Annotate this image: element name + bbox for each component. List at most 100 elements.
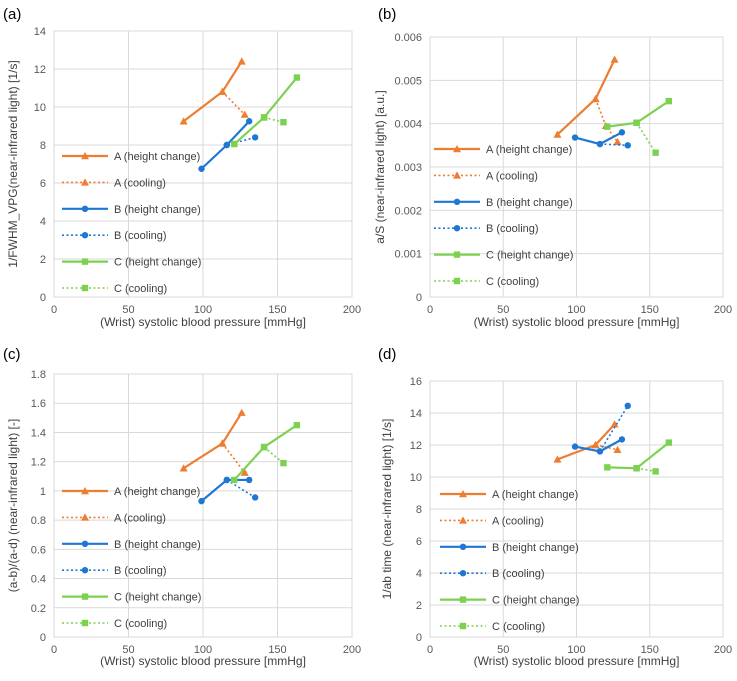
legend-entry: C (height change) [434, 250, 573, 262]
y-tick-label: 14 [34, 26, 46, 38]
data-point [237, 408, 246, 416]
legend-label: C (height change) [492, 595, 579, 607]
data-point [553, 455, 562, 463]
data-point [633, 465, 640, 472]
series-line [635, 122, 657, 154]
legend-marker [81, 619, 89, 627]
data-point [596, 448, 604, 455]
y-tick-label: 10 [410, 472, 422, 484]
legend-entry: A (height change) [62, 486, 200, 498]
y-axis-label: 1/ab time (near-infrared light) [1/s] [380, 419, 394, 600]
x-tick-label: 100 [194, 304, 212, 316]
legend-marker [81, 205, 89, 212]
series-line [636, 467, 656, 473]
y-tick-label: 0 [40, 632, 46, 644]
data-point [223, 476, 231, 484]
x-tick-label: 150 [268, 304, 286, 316]
x-tick-label: 0 [427, 644, 433, 656]
data-point [633, 119, 640, 126]
legend-label: B (height change) [114, 204, 201, 216]
legend-entry: C (height change) [440, 595, 579, 607]
data-point [237, 57, 246, 65]
x-tick-label: 100 [194, 644, 212, 656]
legend-entry: B (cooling) [434, 223, 539, 235]
series-c-cooling [633, 119, 659, 156]
y-tick-label: 8 [416, 504, 422, 516]
series-line [221, 91, 246, 116]
data-point [260, 443, 268, 451]
y-tick-label: 0.001 [394, 249, 422, 261]
data-point [280, 459, 287, 467]
series-line [263, 116, 284, 123]
data-point [596, 140, 604, 148]
data-point [293, 421, 301, 429]
legend-label: C (height change) [114, 592, 201, 604]
series-c-cooling [260, 443, 287, 467]
legend-entry: A (height change) [440, 489, 578, 501]
data-point [245, 476, 253, 484]
legend-label: C (height change) [114, 257, 201, 269]
legend-marker [81, 567, 89, 574]
y-tick-label: 0.002 [394, 205, 422, 217]
data-point [613, 137, 622, 146]
series-line [607, 441, 670, 470]
series-c-height-change [231, 421, 301, 484]
data-point [665, 97, 672, 105]
legend-label: A (height change) [114, 151, 200, 163]
legend-marker [459, 516, 467, 524]
y-tick-label: 0.6 [31, 544, 46, 556]
legend-entry: C (cooling) [62, 283, 167, 295]
legend-marker [459, 543, 467, 550]
legend-label: A (cooling) [114, 512, 166, 524]
legend-label: B (height change) [486, 197, 573, 209]
data-point [251, 134, 259, 141]
data-point [571, 134, 579, 141]
legend-marker [453, 198, 461, 205]
legend-marker [459, 596, 467, 603]
x-tick-label: 0 [51, 304, 57, 316]
data-point [604, 464, 611, 471]
legend-marker [459, 622, 467, 630]
y-tick-label: 4 [416, 568, 422, 580]
legend-entry: C (height change) [62, 592, 201, 604]
y-tick-label: 0 [416, 632, 422, 644]
data-point [218, 439, 227, 447]
panel-c: 0 0.2 0.4 0.6 0.8 1 1.2 1.4 1.6 1.8 0 50 100 150 200 (c… [3, 346, 361, 668]
legend-label: C (cooling) [486, 276, 539, 288]
legend-label: B (cooling) [114, 565, 167, 577]
series-a-cooling [591, 94, 622, 146]
series-line [182, 60, 243, 123]
legend-label: A (height change) [114, 486, 200, 498]
y-tick-label: 1.4 [31, 427, 46, 439]
legend-marker [81, 540, 89, 547]
data-point [553, 130, 562, 138]
data-point [179, 464, 188, 472]
y-tick-label: 10 [34, 102, 46, 114]
series-line [557, 423, 616, 461]
x-tick-label: 100 [567, 304, 585, 316]
data-point [293, 74, 301, 81]
legend-marker [81, 232, 89, 239]
x-axis-label: (Wrist) systolic blood pressure [mmHg] [474, 315, 680, 329]
x-tick-label: 200 [343, 304, 361, 316]
series-a-cooling [218, 439, 249, 476]
panel-d: 0 2 4 6 8 10 12 14 16 0 50 100 150 200 (d) (Wrist) syst… [378, 346, 732, 668]
legend-entry: A (height change) [62, 151, 200, 163]
panel-label: (a) [3, 6, 21, 23]
legend-marker [453, 171, 461, 179]
y-axis-label: a/S (near-infrared light) [a.u.] [373, 90, 387, 243]
panel-a: 0 2 4 6 8 10 12 14 0 50 100 150 200 (a) (Wrist) systol… [3, 6, 361, 329]
legend-label: B (height change) [114, 539, 201, 551]
legend-marker [459, 490, 467, 498]
y-tick-label: 0.004 [394, 119, 422, 131]
legend-label: B (height change) [492, 542, 579, 554]
y-tick-label: 6 [416, 536, 422, 548]
x-axis-label: (Wrist) systolic blood pressure [mmHg] [100, 654, 306, 668]
panel-b: 0 0.001 0.002 0.003 0.004 0.005 0.006 0 50 100 150… [373, 6, 732, 329]
data-point [218, 87, 227, 95]
x-axis-label: (Wrist) systolic blood pressure [mmHg] [474, 654, 680, 668]
x-tick-label: 200 [714, 644, 732, 656]
y-tick-label: 8 [40, 140, 46, 152]
y-tick-label: 0.4 [31, 574, 46, 586]
